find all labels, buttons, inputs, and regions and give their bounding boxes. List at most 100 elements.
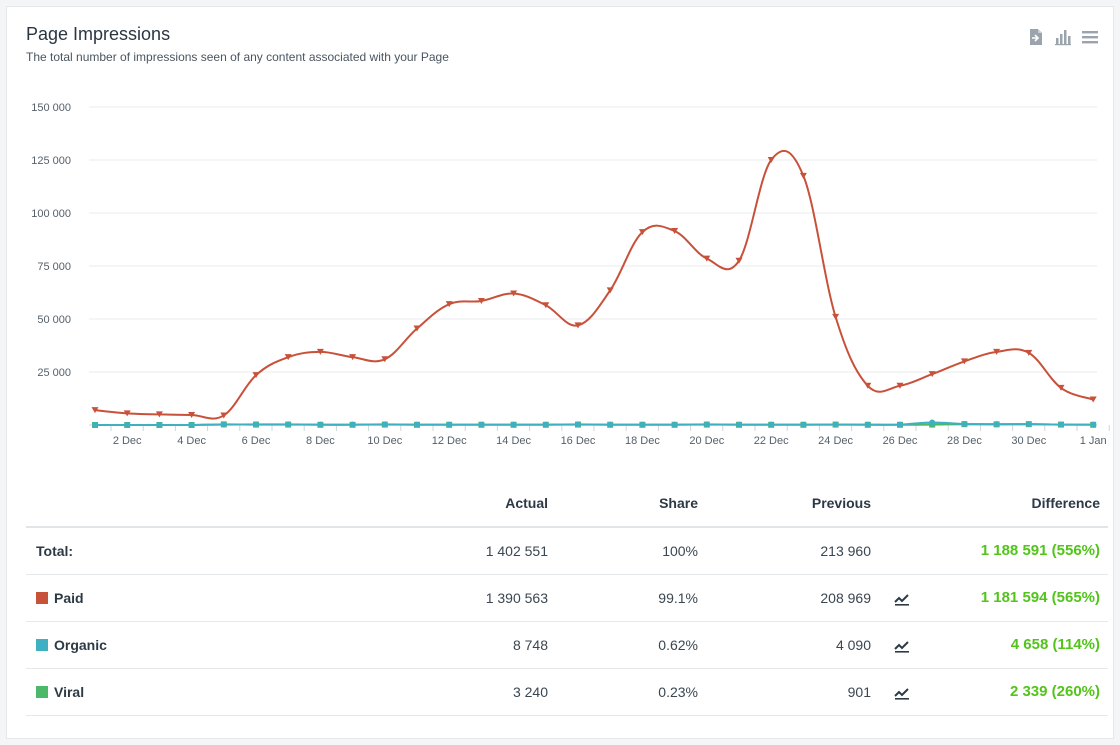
paid-point[interactable] <box>832 313 840 320</box>
header-previous: Previous <box>706 479 879 528</box>
organic-point[interactable] <box>993 421 1000 428</box>
organic-point[interactable] <box>188 422 195 428</box>
y-tick-label: 50 000 <box>37 314 71 326</box>
row-label: Paid <box>54 589 84 606</box>
paid-point[interactable] <box>703 255 711 262</box>
row-trend <box>879 668 924 716</box>
page-impressions-card: Page Impressions The total number of imp… <box>6 6 1114 739</box>
paid-point[interactable] <box>220 412 228 419</box>
organic-point[interactable] <box>124 422 131 428</box>
organic-point[interactable] <box>317 421 324 428</box>
organic-point[interactable] <box>510 421 517 428</box>
paid-point[interactable] <box>864 382 872 389</box>
paid-point[interactable] <box>993 348 1001 355</box>
organic-point[interactable] <box>92 422 98 428</box>
paid-point[interactable] <box>928 371 936 378</box>
organic-point[interactable] <box>1090 421 1097 428</box>
organic-point[interactable] <box>446 421 453 428</box>
paid-point[interactable] <box>477 297 485 304</box>
paid-point[interactable] <box>123 410 131 417</box>
organic-point[interactable] <box>736 421 742 428</box>
trend-chart-icon[interactable] <box>893 686 910 700</box>
table-header-row: Actual Share Previous Difference <box>26 479 1108 528</box>
paid-point[interactable] <box>960 358 968 365</box>
organic-point[interactable] <box>542 421 549 428</box>
paid-point[interactable] <box>349 354 357 361</box>
organic-point[interactable] <box>285 421 292 428</box>
y-tick-label: 125 000 <box>31 155 71 167</box>
x-tick-label: 4 Dec <box>177 435 206 447</box>
paid-point[interactable] <box>671 228 679 235</box>
export-icon[interactable] <box>1027 28 1045 46</box>
table-row-paid: Paid 1 390 563 99.1% 208 969 1 181 594 (… <box>26 574 1108 622</box>
organic-point[interactable] <box>381 421 388 428</box>
row-label: Organic <box>54 636 107 653</box>
paid-point[interactable] <box>638 229 646 236</box>
x-tick-label: 24 Dec <box>818 435 853 447</box>
impressions-summary-table: Actual Share Previous Difference Total: … <box>26 479 1108 716</box>
organic-point[interactable] <box>864 421 871 428</box>
paid-point[interactable] <box>445 301 453 308</box>
x-tick-label: 16 Dec <box>561 435 596 447</box>
paid-point[interactable] <box>767 157 775 163</box>
organic-point[interactable] <box>349 421 356 428</box>
paid-point[interactable] <box>1089 396 1097 403</box>
x-tick-label: 6 Dec <box>242 435 271 447</box>
organic-point[interactable] <box>671 421 678 428</box>
row-name: Total: <box>26 527 306 575</box>
organic-point[interactable] <box>897 421 903 428</box>
paid-point[interactable] <box>252 372 260 379</box>
organic-point[interactable] <box>961 420 968 427</box>
paid-point[interactable] <box>413 325 421 332</box>
menu-icon[interactable] <box>1081 28 1099 46</box>
paid-point[interactable] <box>896 382 904 389</box>
organic-point[interactable] <box>1058 421 1064 428</box>
paid-point[interactable] <box>574 322 582 329</box>
paid-point[interactable] <box>606 287 614 294</box>
paid-point[interactable] <box>381 356 389 363</box>
organic-point[interactable] <box>929 419 936 426</box>
organic-point[interactable] <box>639 421 646 428</box>
organic-point[interactable] <box>768 421 775 428</box>
paid-point[interactable] <box>188 412 196 419</box>
paid-point[interactable] <box>1025 349 1033 356</box>
paid-point[interactable] <box>284 354 292 361</box>
organic-point[interactable] <box>220 421 227 428</box>
organic-point[interactable] <box>253 421 259 428</box>
organic-point[interactable] <box>156 422 163 428</box>
y-tick-label: 25 000 <box>37 367 71 379</box>
organic-point[interactable] <box>832 421 839 428</box>
organic-point[interactable] <box>703 421 710 428</box>
paid-point[interactable] <box>155 411 163 418</box>
organic-point[interactable] <box>478 421 485 428</box>
row-actual: 1 402 551 <box>306 527 556 575</box>
organic-swatch <box>36 638 48 651</box>
organic-point[interactable] <box>414 421 420 428</box>
paid-point[interactable] <box>735 257 743 264</box>
paid-point[interactable] <box>1057 384 1065 391</box>
organic-point[interactable] <box>1025 421 1032 428</box>
trend-chart-icon[interactable] <box>893 592 910 606</box>
organic-point[interactable] <box>800 421 807 428</box>
x-tick-label: 18 Dec <box>625 435 660 447</box>
table-row-organic: Organic 8 748 0.62% 4 090 4 658 (114%) <box>26 621 1108 669</box>
row-name: Organic <box>26 621 306 669</box>
paid-point[interactable] <box>799 172 807 179</box>
trend-chart-icon[interactable] <box>893 639 910 653</box>
paid-swatch <box>36 591 48 604</box>
x-tick-label: 20 Dec <box>689 435 724 447</box>
organic-point[interactable] <box>575 421 581 428</box>
row-previous: 901 <box>706 668 879 716</box>
paid-point[interactable] <box>91 407 99 414</box>
chart-title: Page Impressions <box>26 24 171 44</box>
row-name: Paid <box>26 574 306 622</box>
x-tick-label: 22 Dec <box>754 435 789 447</box>
paid-series-line <box>94 149 1094 420</box>
y-tick-label: 75 000 <box>37 261 71 273</box>
paid-point[interactable] <box>316 348 324 355</box>
paid-point[interactable] <box>542 302 550 309</box>
paid-point[interactable] <box>510 290 518 297</box>
x-tick-label: 28 Dec <box>947 435 982 447</box>
bar-chart-icon[interactable] <box>1054 28 1072 46</box>
organic-point[interactable] <box>607 421 614 428</box>
